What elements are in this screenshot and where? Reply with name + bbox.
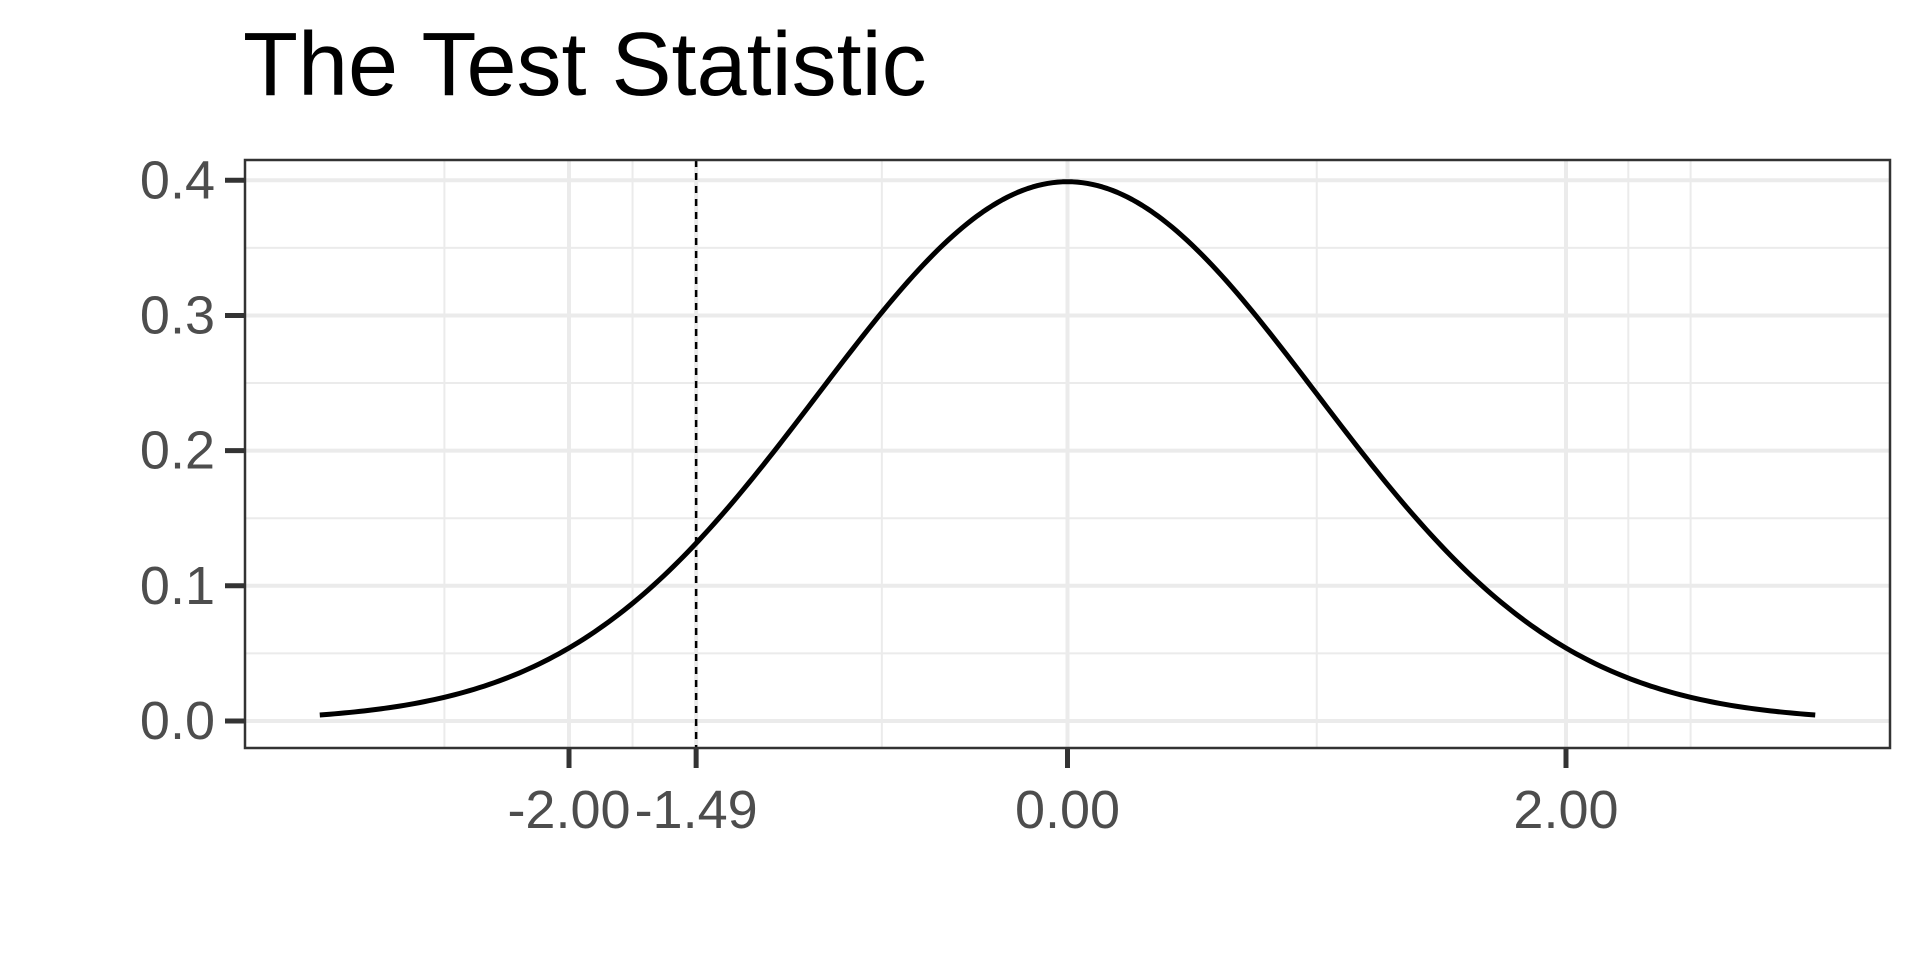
y-tick-label: 0.1	[140, 556, 215, 616]
x-axis: -2.00 -1.49 0.00 2.00	[507, 748, 1619, 840]
y-axis: 0.0 0.1 0.2 0.3 0.4	[140, 150, 245, 751]
chart-title: The Test Statistic	[243, 15, 927, 115]
y-tick-label: 0.2	[140, 421, 215, 481]
x-tick-label: -1.49	[635, 780, 758, 840]
density-curve	[319, 179, 1816, 718]
y-tick-label: 0.0	[140, 691, 215, 751]
x-tick-label: -2.00	[507, 780, 630, 840]
x-tick-label: 0.00	[1015, 780, 1120, 840]
series-layer	[319, 179, 1816, 718]
y-tick-label: 0.4	[140, 150, 215, 210]
x-tick-label: 2.00	[1513, 780, 1618, 840]
y-tick-label: 0.3	[140, 285, 215, 345]
